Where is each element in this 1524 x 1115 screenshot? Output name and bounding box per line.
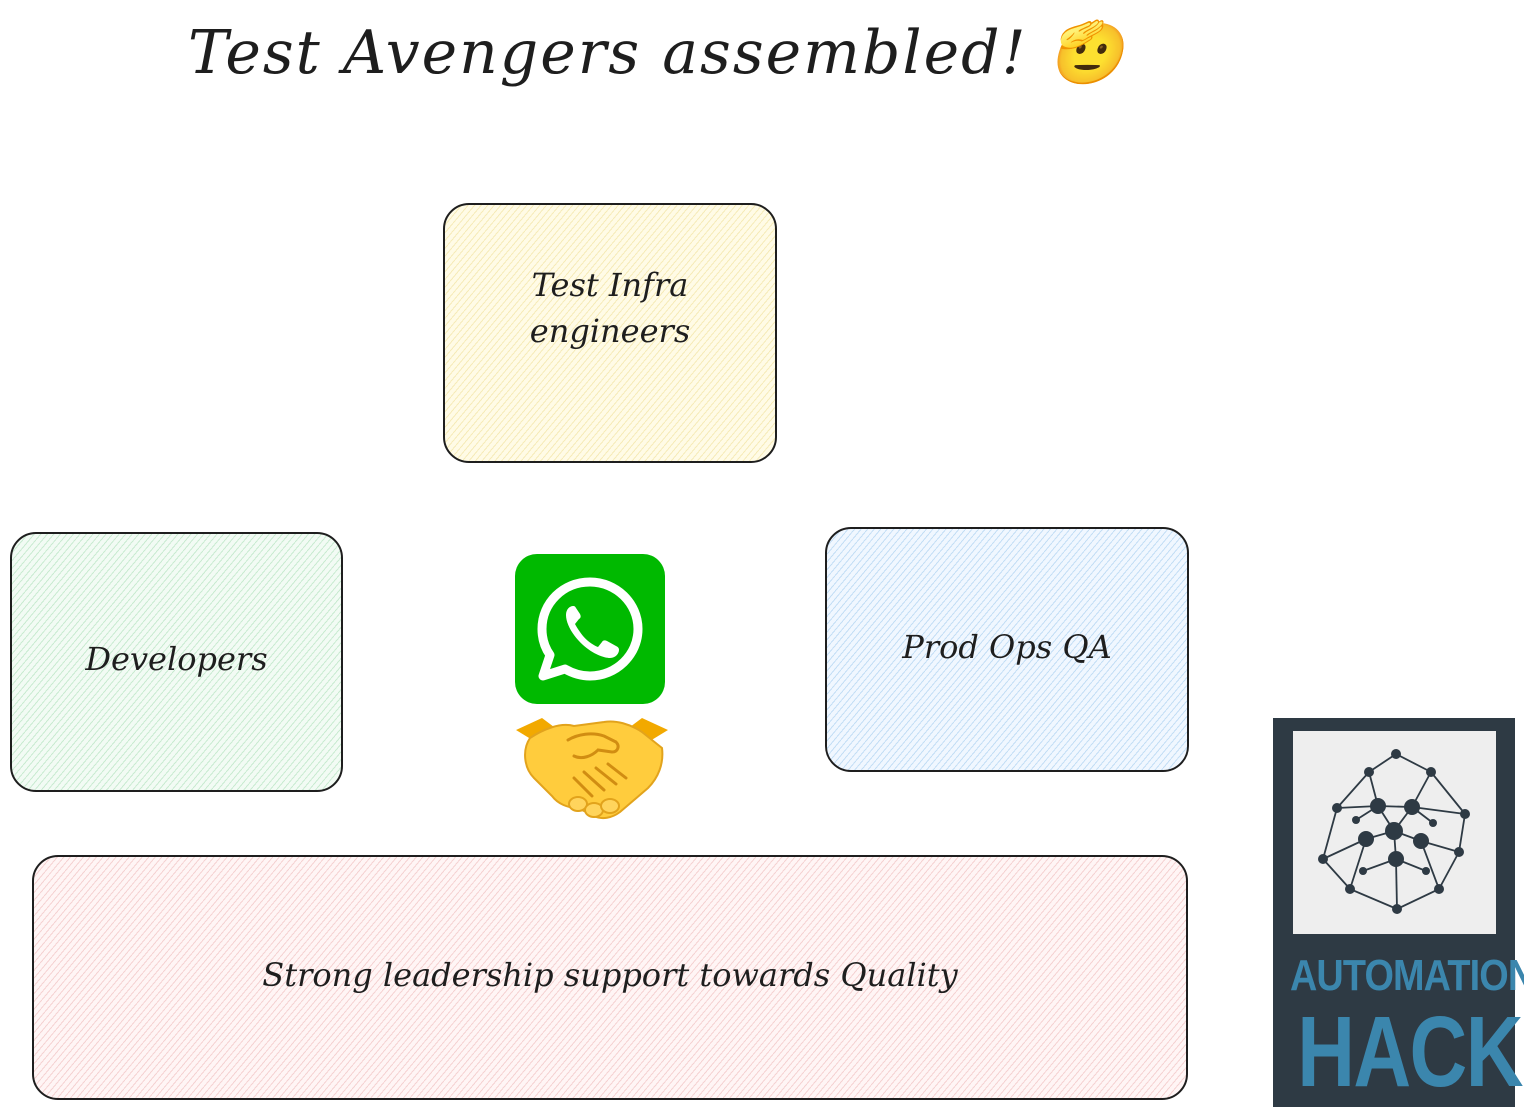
test-infra-engineers-box: Test Infra engineers xyxy=(443,203,777,463)
prod-ops-qa-label: Prod Ops QA xyxy=(902,627,1112,666)
logo-text-hacks: HACKS xyxy=(1297,996,1524,1108)
diagram-title: Test Avengers assembled! 🫡 xyxy=(188,18,1126,88)
logo-network-panel xyxy=(1293,731,1496,934)
test-infra-engineers-label: Test Infra engineers xyxy=(529,266,691,350)
whatsapp-icon xyxy=(515,554,665,704)
leadership-support-box: Strong leadership support towards Qualit… xyxy=(32,855,1188,1100)
developers-label: Developers xyxy=(85,640,268,678)
logo-text-automation: AUTOMATION xyxy=(1289,951,1524,1000)
prod-ops-qa-box: Prod Ops QA xyxy=(825,527,1189,772)
network-graph-icon xyxy=(1318,749,1470,914)
leadership-support-label: Strong leadership support towards Qualit… xyxy=(262,955,958,994)
automation-hacks-logo: AUTOMATION HACKS xyxy=(1273,718,1524,1108)
developers-box: Developers xyxy=(10,532,343,792)
handshake-icon xyxy=(516,718,668,820)
